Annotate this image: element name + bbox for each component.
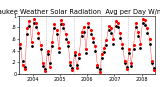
Title: Milwaukee Weather Solar Radiation  Avg per Day W/m²/minute: Milwaukee Weather Solar Radiation Avg pe… bbox=[0, 8, 160, 15]
